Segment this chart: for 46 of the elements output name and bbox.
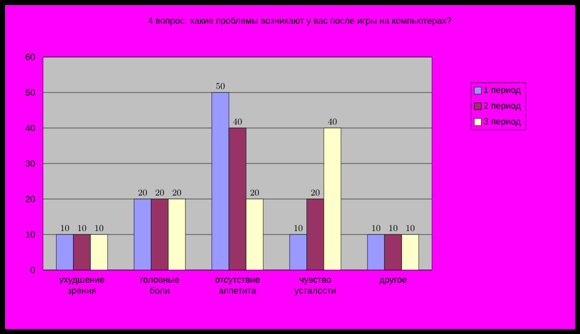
data-label: 10 (389, 225, 398, 232)
bar (324, 128, 342, 270)
bar (228, 128, 246, 270)
data-label: 10 (78, 225, 86, 232)
x-tick-label: головные боли (140, 278, 179, 294)
x-tick-label: ухудшение зрения (59, 278, 104, 296)
data-label: 10 (95, 225, 104, 232)
chart-title: 4 вопрос: какие проблемы возникают у вас после игры на компьютерах? (148, 17, 452, 26)
data-label: 20 (156, 190, 164, 196)
bar (401, 234, 419, 270)
legend-label: 1 период (484, 86, 521, 95)
bar (212, 92, 230, 270)
data-label: 10 (294, 225, 302, 232)
y-tick-label: 10 (26, 231, 35, 238)
y-tick-label: 40 (25, 124, 35, 132)
y-tick-label: 50 (26, 89, 35, 96)
legend-label: 3 период (484, 118, 521, 126)
data-label: 10 (61, 225, 70, 232)
data-label: 20 (250, 190, 259, 196)
y-tick-label: 0 (30, 266, 35, 274)
bar (367, 234, 385, 270)
y-tick-label: 30 (26, 160, 35, 167)
data-label: 40 (328, 118, 337, 125)
bar (306, 198, 324, 270)
x-tick-label: чувство усталости (294, 278, 336, 296)
data-label: 10 (406, 225, 414, 232)
bar (134, 198, 152, 270)
bar (246, 198, 264, 270)
bar (289, 234, 307, 270)
data-label: 10 (372, 225, 380, 232)
bar (168, 198, 186, 270)
bar (73, 234, 91, 270)
data-label: 20 (138, 190, 147, 196)
data-label: 50 (216, 83, 225, 90)
bar (56, 234, 74, 270)
y-tick-label: 20 (26, 196, 35, 202)
data-label: 20 (172, 190, 182, 196)
x-tick-label: другое (379, 278, 407, 284)
data-label: 40 (233, 118, 242, 125)
bar (384, 234, 402, 270)
bar (150, 198, 168, 270)
data-label: 20 (311, 190, 320, 196)
y-tick-label: 60 (26, 54, 35, 60)
x-tick-label: отсутствие аппетита (215, 278, 260, 294)
bar (90, 234, 108, 270)
legend-label: 2 период (484, 102, 521, 111)
